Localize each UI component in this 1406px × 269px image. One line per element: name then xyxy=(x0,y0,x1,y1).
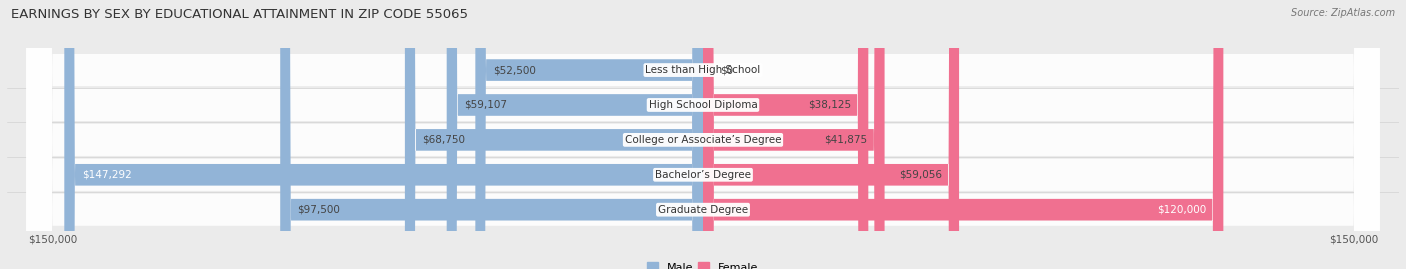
Text: $120,000: $120,000 xyxy=(1157,205,1206,215)
Text: $97,500: $97,500 xyxy=(298,205,340,215)
FancyBboxPatch shape xyxy=(703,0,869,269)
FancyBboxPatch shape xyxy=(280,0,703,269)
Text: $52,500: $52,500 xyxy=(492,65,536,75)
Text: $41,875: $41,875 xyxy=(824,135,868,145)
FancyBboxPatch shape xyxy=(475,0,703,269)
FancyBboxPatch shape xyxy=(27,0,1379,269)
FancyBboxPatch shape xyxy=(27,0,1379,269)
Text: Bachelor’s Degree: Bachelor’s Degree xyxy=(655,170,751,180)
Text: $59,107: $59,107 xyxy=(464,100,508,110)
FancyBboxPatch shape xyxy=(27,0,1379,269)
FancyBboxPatch shape xyxy=(703,0,884,269)
Text: $59,056: $59,056 xyxy=(898,170,942,180)
Legend: Male, Female: Male, Female xyxy=(643,258,763,269)
Text: $0: $0 xyxy=(720,65,734,75)
FancyBboxPatch shape xyxy=(447,0,703,269)
FancyBboxPatch shape xyxy=(27,0,1379,269)
Text: $147,292: $147,292 xyxy=(82,170,131,180)
FancyBboxPatch shape xyxy=(703,0,1223,269)
Text: High School Diploma: High School Diploma xyxy=(648,100,758,110)
Text: $68,750: $68,750 xyxy=(422,135,465,145)
Text: EARNINGS BY SEX BY EDUCATIONAL ATTAINMENT IN ZIP CODE 55065: EARNINGS BY SEX BY EDUCATIONAL ATTAINMEN… xyxy=(11,8,468,21)
FancyBboxPatch shape xyxy=(405,0,703,269)
Text: Graduate Degree: Graduate Degree xyxy=(658,205,748,215)
Text: College or Associate’s Degree: College or Associate’s Degree xyxy=(624,135,782,145)
FancyBboxPatch shape xyxy=(703,0,959,269)
FancyBboxPatch shape xyxy=(27,0,1379,269)
Text: Source: ZipAtlas.com: Source: ZipAtlas.com xyxy=(1291,8,1395,18)
Text: $38,125: $38,125 xyxy=(808,100,851,110)
FancyBboxPatch shape xyxy=(65,0,703,269)
Text: Less than High School: Less than High School xyxy=(645,65,761,75)
